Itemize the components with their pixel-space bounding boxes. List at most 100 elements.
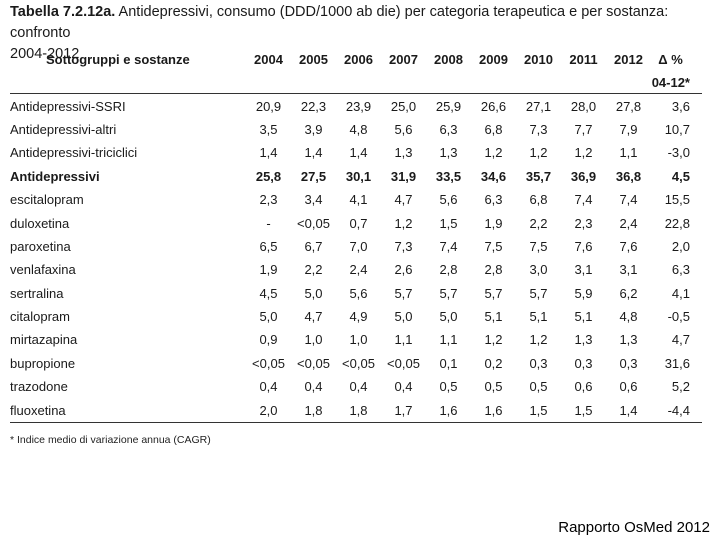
row-value: 1,6 [471, 398, 516, 423]
row-delta: 5,2 [671, 379, 690, 395]
row-value: 33,5 [435, 168, 462, 184]
row-value: 1,1 [394, 332, 413, 348]
row-value: 7,6 [619, 238, 638, 254]
row-value: 0,3 [574, 355, 593, 371]
row-value: - [266, 215, 271, 231]
row-delta: 2,0 [671, 238, 690, 254]
row-value: 20,9 [246, 93, 291, 118]
row-label: Antidepressivi-altri [10, 121, 117, 137]
row-value: <0,05 [342, 355, 375, 371]
row-value: 1,1 [619, 145, 638, 161]
row-value: 5,1 [574, 309, 593, 325]
row-label: duloxetina [10, 215, 70, 231]
row-value: 0,4 [304, 379, 323, 395]
row-delta: 10,7 [664, 121, 690, 137]
table-row: escitalopram 2,3 3,4 4,1 4,7 5,6 6,3 6,8 7,4 7,4 1… [10, 188, 702, 211]
row-value: 0,4 [394, 379, 413, 395]
row-label: escitalopram [10, 192, 84, 208]
row-value: 6,3 [484, 192, 503, 208]
row-value: 3,5 [259, 121, 278, 137]
row-value: 1,9 [259, 262, 278, 278]
row-value: 7,4 [619, 192, 638, 208]
table-row: Antidepressivi 25,8 27,5 30,1 31,9 33,5 34,6 35… [10, 165, 702, 188]
row-value: 7,0 [349, 238, 368, 254]
row-delta: 4,7 [671, 332, 690, 348]
row-value: 25,9 [426, 93, 471, 118]
column-header-delta-period: 04-12* [651, 74, 690, 90]
row-label: paroxetina [10, 238, 71, 254]
row-value: 5,0 [304, 285, 323, 301]
row-value: 4,1 [349, 192, 368, 208]
row-value: 1,0 [349, 332, 368, 348]
row-value: 0,1 [439, 355, 458, 371]
row-value: 1,2 [394, 215, 413, 231]
row-value: 35,7 [525, 168, 552, 184]
row-value: 3,9 [304, 121, 323, 137]
row-label: Antidepressivi [10, 168, 100, 184]
row-value: 4,9 [349, 309, 368, 325]
row-value: 4,7 [394, 192, 413, 208]
row-value: 0,2 [484, 355, 503, 371]
row-value: 1,3 [394, 145, 413, 161]
row-value: 5,6 [394, 121, 413, 137]
row-value: 5,0 [259, 309, 278, 325]
column-header-name: Sottogruppi e sostanze [46, 52, 190, 68]
row-value: 1,2 [574, 145, 593, 161]
row-value: 5,0 [439, 309, 458, 325]
row-value: 1,2 [484, 332, 503, 348]
row-label: Antidepressivi-triciclici [10, 145, 138, 161]
row-value: 25,0 [381, 93, 426, 118]
row-value: 6,7 [304, 238, 323, 254]
row-value: 1,4 [606, 398, 651, 423]
row-value: 27,5 [300, 168, 327, 184]
row-value: 1,0 [304, 332, 323, 348]
row-value: <0,05 [297, 355, 330, 371]
table-row: citalopram 5,0 4,7 4,9 5,0 5,0 5,1 5,1 5,1 4,8 -0,… [10, 305, 702, 328]
row-value: 2,4 [349, 262, 368, 278]
row-label: mirtazapina [10, 332, 78, 348]
row-delta: -3,0 [667, 145, 690, 161]
row-value: 36,9 [570, 168, 597, 184]
header-sub-empty [471, 71, 516, 94]
row-value: 6,5 [259, 238, 278, 254]
row-value: <0,05 [387, 355, 420, 371]
table-body: Antidepressivi-SSRI 20,9 22,3 23,9 25,0 25,9 2… [10, 93, 702, 423]
table-title: Tabella 7.2.12a. Antidepressivi, consumo… [10, 2, 700, 65]
header-sub-empty [516, 71, 561, 94]
row-delta: 31,6 [664, 355, 690, 371]
row-value: 1,2 [529, 145, 548, 161]
row-value: 1,3 [439, 145, 458, 161]
row-value: 36,8 [615, 168, 642, 184]
row-value: 0,3 [529, 355, 548, 371]
row-value: 5,7 [484, 285, 503, 301]
column-header-year: 2007 [389, 52, 418, 68]
row-value: 1,3 [574, 332, 593, 348]
row-value: 1,2 [484, 145, 503, 161]
column-header-year: 2011 [569, 52, 598, 68]
row-value: 4,8 [349, 121, 368, 137]
row-label: citalopram [10, 309, 70, 325]
row-value: 5,9 [574, 285, 593, 301]
table-row: sertralina 4,5 5,0 5,6 5,7 5,7 5,7 5,7 5,9 6,2 4,1 [10, 282, 702, 305]
row-value: 4,7 [304, 309, 323, 325]
table-row: trazodone 0,4 0,4 0,4 0,4 0,5 0,5 0,5 0,6 0,6 5,2 [10, 375, 702, 398]
row-value: 1,7 [381, 398, 426, 423]
row-value: 7,4 [439, 238, 458, 254]
header-sub-empty [606, 71, 651, 94]
row-label: Antidepressivi-SSRI [10, 93, 246, 118]
column-header-delta: Δ % [658, 52, 683, 68]
row-label: sertralina [10, 285, 64, 301]
row-value: 0,4 [259, 379, 278, 395]
row-value: 30,1 [345, 168, 372, 184]
row-value: 0,5 [439, 379, 458, 395]
data-table-wrapper: Sottogruppi e sostanze 2004 2005 2006 2007 20… [10, 48, 702, 423]
row-value: 23,9 [336, 93, 381, 118]
row-value: 1,8 [291, 398, 336, 423]
column-header-year: 2009 [479, 52, 508, 68]
row-value: 7,5 [484, 238, 503, 254]
row-value: 7,5 [529, 238, 548, 254]
row-value: 5,6 [439, 192, 458, 208]
row-value: 6,8 [484, 121, 503, 137]
row-value: 7,7 [574, 121, 593, 137]
